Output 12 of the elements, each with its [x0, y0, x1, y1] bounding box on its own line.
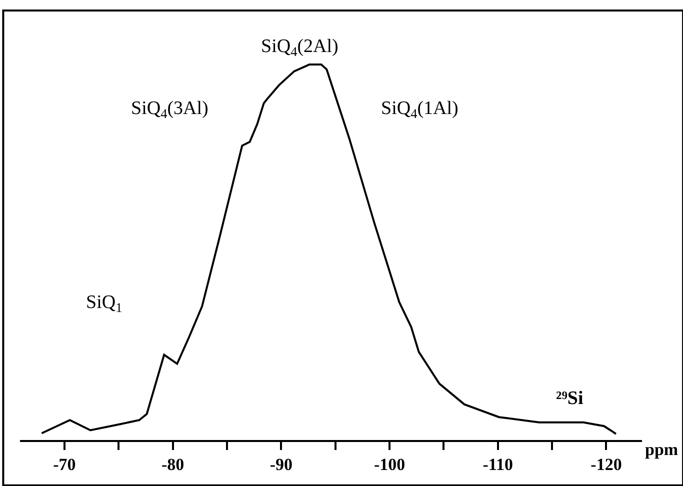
- x-tick-label: -90: [270, 455, 292, 474]
- x-tick-label: -110: [482, 455, 513, 474]
- x-tick-label: -100: [374, 455, 406, 474]
- annotation: ²⁹Si: [556, 388, 584, 409]
- annotation: SiQ$_{4}$(3Al): [131, 98, 208, 121]
- x-tick-label: -120: [590, 455, 622, 474]
- text: SiQ$_{4}$(2Al): [261, 36, 338, 59]
- annotation: SiQ$_{1}$: [86, 292, 122, 315]
- annotation: SiQ$_{4}$(1Al): [381, 98, 458, 121]
- x-axis-title: ppm: [645, 440, 678, 459]
- x-tick-label: -80: [161, 455, 184, 474]
- x-tick-label: -70: [53, 455, 76, 474]
